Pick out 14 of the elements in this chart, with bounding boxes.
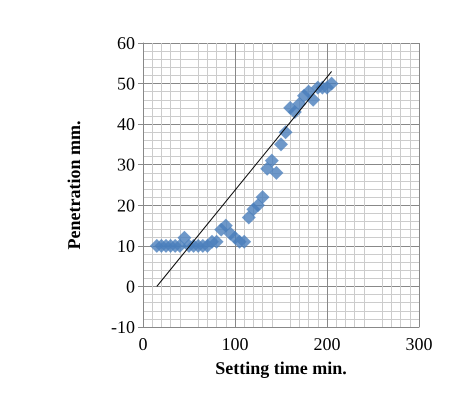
x-tick-label: 100 [222,334,248,354]
y-tick-label: 60 [117,33,135,53]
x-tick-label: 300 [406,334,432,354]
y-tick-label: 0 [126,276,135,296]
y-tick-label: 10 [117,236,135,256]
y-tick-label: 40 [117,114,135,134]
y-tick-label: 20 [117,195,135,216]
x-tick-label: 200 [314,334,340,354]
x-axis-title: Setting time min. [215,358,347,378]
y-tick-label: 30 [117,154,135,175]
y-tick-label: 50 [117,74,135,94]
y-tick-label: -10 [111,317,135,337]
y-axis-title: Penetration mm. [64,120,84,250]
x-tick-label: 0 [138,334,148,354]
